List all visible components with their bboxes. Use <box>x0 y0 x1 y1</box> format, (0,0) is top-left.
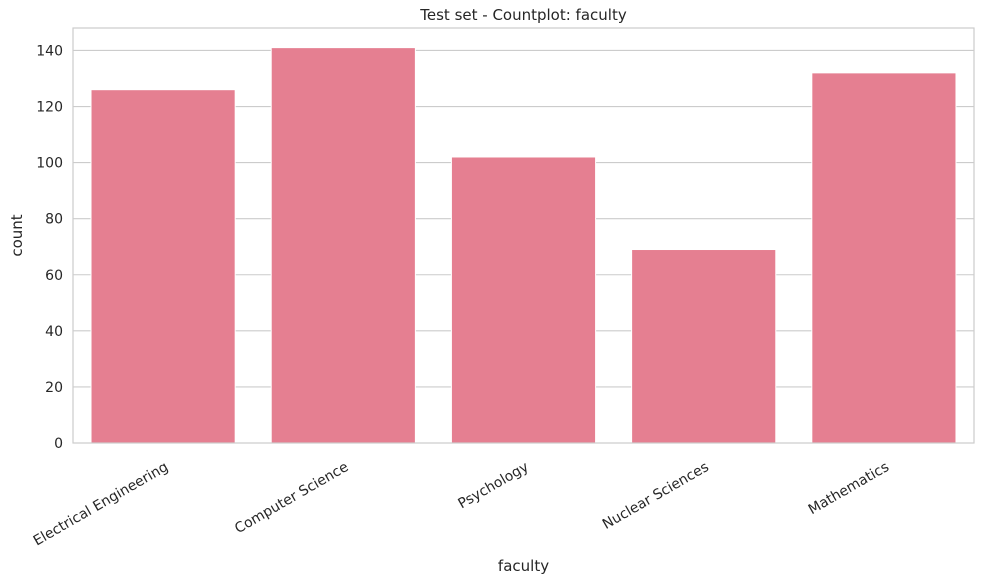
x-tick-label: Mathematics <box>806 459 892 518</box>
x-tick-label: Electrical Engineering <box>31 459 171 549</box>
y-tick-label: 80 <box>45 212 63 228</box>
y-tick-label: 20 <box>45 380 63 396</box>
bars <box>90 47 957 444</box>
x-axis-title: faculty <box>498 557 549 575</box>
bar <box>450 156 597 444</box>
y-tick-labels: 0 20 40 60 80 100 120 140 <box>36 43 63 452</box>
y-tick-label: 140 <box>36 43 63 59</box>
y-tick-label: 120 <box>36 100 63 116</box>
y-axis-title: count <box>8 214 26 256</box>
y-tick-label: 0 <box>54 436 63 452</box>
bar <box>270 47 416 444</box>
y-tick-label: 40 <box>45 324 63 340</box>
bar <box>631 249 777 444</box>
x-tick-label: Psychology <box>455 459 531 512</box>
bar <box>90 89 236 444</box>
y-tick-label: 60 <box>45 268 63 284</box>
x-tick-labels: Electrical Engineering Computer Science Ps… <box>31 459 892 549</box>
y-tick-label: 100 <box>36 156 63 172</box>
x-tick-label: Computer Science <box>232 459 351 537</box>
bar <box>811 72 957 444</box>
plot-frame <box>72 27 975 444</box>
x-tick-label: Nuclear Sciences <box>600 459 712 533</box>
chart-title: Test set - Countplot: faculty <box>419 6 627 24</box>
